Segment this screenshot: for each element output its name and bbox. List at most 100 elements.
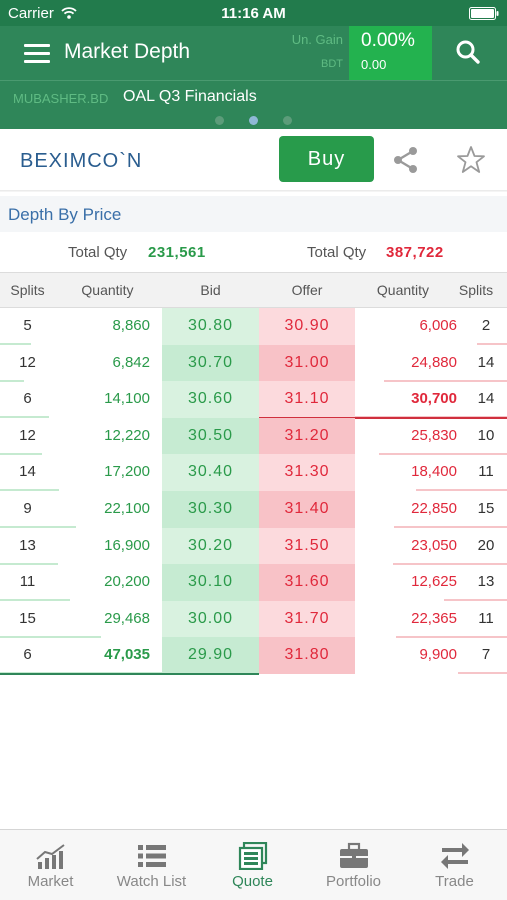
offer-volume-bar	[416, 489, 507, 492]
page-dot-3[interactable]	[283, 116, 292, 125]
news-source: MUBASHER.BD	[13, 91, 109, 106]
bid-splits: 14	[19, 463, 36, 481]
tab-market[interactable]: Market	[0, 830, 101, 900]
bid-cell-background	[162, 417, 259, 455]
bid-volume-bar	[0, 452, 42, 455]
market-chart-icon	[36, 844, 65, 869]
offer-splits: 13	[477, 573, 495, 591]
favorite-star-icon[interactable]	[456, 145, 486, 175]
table-row[interactable]: 13 16,900 30.20 31.50 23,050 20	[0, 527, 507, 565]
offer-splits: 15	[477, 500, 495, 517]
offer-quantity: 23,050	[411, 536, 457, 554]
offer-quantity: 18,400	[411, 463, 457, 481]
bid-price: 30.40	[187, 463, 234, 481]
bid-splits: 6	[23, 390, 32, 408]
offer-cell-background	[259, 564, 355, 602]
bid-total-underline	[0, 673, 259, 676]
gain-value: 0.00	[361, 57, 387, 72]
status-bar: Carrier 11:16 AM	[0, 0, 507, 26]
bid-quantity: 22,100	[104, 500, 150, 517]
trade-arrows-icon	[441, 843, 469, 869]
table-row[interactable]: 14 17,200 30.40 31.30 18,400 11	[0, 454, 507, 492]
offer-splits: 14	[477, 390, 495, 408]
bid-splits: 11	[19, 573, 36, 591]
bid-splits: 15	[19, 609, 36, 627]
page-dot-1[interactable]	[215, 116, 224, 125]
bid-cell-background	[162, 491, 259, 528]
tab-quote[interactable]: Quote	[202, 830, 303, 900]
totals-row: Total Qty 231,561 Total Qty 387,722	[0, 232, 507, 272]
table-row[interactable]: 5 8,860 30.80 30.90 6,006 2	[0, 308, 507, 345]
offer-cell-background	[259, 527, 355, 565]
unrealized-gain-box[interactable]: 0.00% 0.00	[349, 26, 432, 80]
table-row[interactable]: 15 29,468 30.00 31.70 22,365 11	[0, 600, 507, 638]
offer-splits: 20	[477, 536, 495, 554]
bid-splits: 9	[23, 500, 32, 517]
bid-price: 30.00	[187, 609, 234, 627]
offer-volume-bar	[393, 562, 507, 565]
section-title: Depth By Price	[8, 205, 122, 224]
bid-cell-background	[162, 308, 259, 345]
offer-cell-background	[259, 417, 355, 455]
bid-quantity: 17,200	[104, 463, 150, 481]
tab-portfolio[interactable]: Portfolio	[303, 830, 404, 900]
column-bid-splits: Splits	[10, 282, 45, 298]
watch-list-icon	[138, 845, 166, 867]
page-title: Market Depth	[64, 40, 191, 63]
carrier-label: Carrier	[8, 5, 54, 22]
gain-currency-label: BDT	[321, 58, 343, 70]
offer-splits: 11	[478, 609, 494, 627]
table-row[interactable]: 11 20,200 30.10 31.60 12,625 13	[0, 564, 507, 602]
divider	[0, 190, 507, 192]
offer-cell-background	[259, 491, 355, 528]
search-icon[interactable]	[455, 39, 481, 65]
offer-price: 31.60	[284, 573, 330, 591]
buy-button[interactable]: Buy	[279, 136, 374, 182]
offer-total-qty: 387,722	[386, 244, 444, 261]
offer-quantity: 22,365	[411, 609, 457, 627]
bid-quantity: 20,200	[104, 573, 150, 591]
symbol-name[interactable]: BEXIMCO`N	[20, 150, 143, 172]
offer-quantity: 6,006	[419, 317, 457, 334]
tab-trade[interactable]: Trade	[404, 830, 505, 900]
offer-volume-bar	[458, 672, 507, 675]
offer-quantity: 25,830	[411, 426, 457, 444]
offer-quantity: 12,625	[411, 573, 457, 591]
tab-bar: Market Watch List Quote	[0, 829, 507, 900]
bid-cell-background	[162, 637, 259, 675]
bid-volume-bar	[0, 379, 24, 382]
tab-label: Quote	[232, 873, 273, 890]
offer-price: 31.30	[284, 463, 330, 481]
unrealized-gain-label: Un. Gain	[291, 32, 343, 47]
table-row[interactable]: 12 6,842 30.70 31.00 24,880 14	[0, 344, 507, 382]
bid-volume-bar	[0, 635, 101, 638]
offer-splits: 2	[481, 317, 491, 334]
offer-splits: 11	[478, 463, 494, 481]
offer-price: 31.50	[284, 536, 330, 554]
gain-percent: 0.00%	[361, 30, 415, 51]
bid-price: 30.10	[187, 573, 234, 591]
offer-peak-underline	[259, 417, 507, 420]
bid-total-label: Total Qty	[68, 244, 128, 261]
news-headline[interactable]: OAL Q3 Financials	[123, 88, 257, 105]
bid-splits: 12	[19, 426, 36, 444]
bid-quantity: 12,220	[104, 426, 150, 444]
menu-icon[interactable]	[24, 44, 50, 64]
page-dot-2[interactable]	[249, 116, 258, 125]
table-row[interactable]: 12 12,220 30.50 31.20 25,830 10	[0, 417, 507, 455]
column-bid-quantity: Quantity	[81, 282, 134, 298]
offer-quantity: 22,850	[411, 500, 457, 517]
share-icon[interactable]	[392, 146, 420, 174]
news-ticker[interactable]: MUBASHER.BD OAL Q3 Financials	[0, 80, 507, 129]
quote-icon	[238, 842, 268, 870]
offer-cell-background	[259, 600, 355, 638]
table-row[interactable]: 6 14,100 30.60 31.10 30,700 14	[0, 381, 507, 420]
tab-label: Portfolio	[325, 873, 382, 890]
table-row[interactable]: 6 47,035 29.90 31.80 9,900 7	[0, 637, 507, 676]
offer-quantity: 24,880	[411, 353, 457, 371]
offer-volume-bar	[396, 635, 507, 638]
bid-volume-bar	[0, 489, 59, 492]
tab-label: Trade	[435, 873, 474, 890]
tab-watch-list[interactable]: Watch List	[101, 830, 202, 900]
table-row[interactable]: 9 22,100 30.30 31.40 22,850 15	[0, 491, 507, 528]
